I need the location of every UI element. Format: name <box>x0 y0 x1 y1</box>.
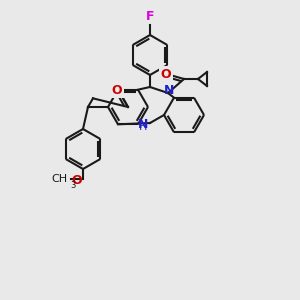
Text: N: N <box>164 83 174 97</box>
Text: N: N <box>138 118 148 130</box>
Text: O: O <box>71 173 82 187</box>
Text: CH: CH <box>52 174 68 184</box>
Text: H: H <box>139 122 147 132</box>
Text: F: F <box>146 10 154 23</box>
Text: O: O <box>161 68 171 80</box>
Text: 3: 3 <box>70 182 75 190</box>
Text: O: O <box>112 83 122 97</box>
